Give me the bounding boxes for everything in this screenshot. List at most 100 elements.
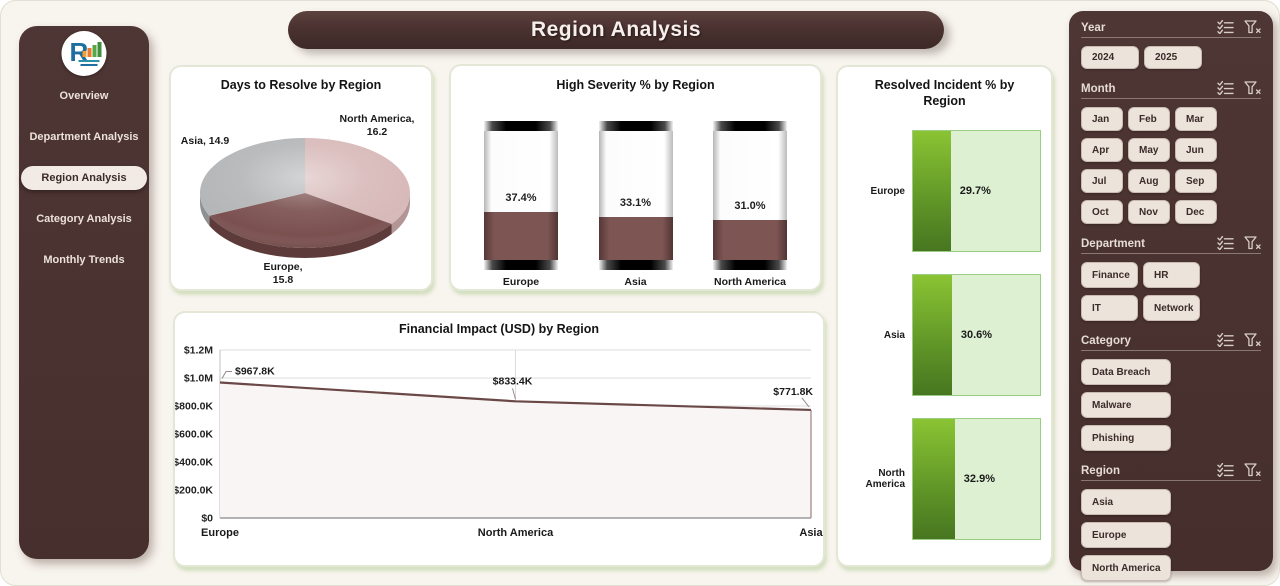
thermo-bar-asia[interactable]: 33.1% <box>598 121 673 270</box>
y-axis-tick-label: $1.0M <box>184 373 213 385</box>
thermo-body: 33.1% <box>598 131 673 260</box>
select-all-icon[interactable] <box>1217 20 1234 34</box>
title-bar: Region Analysis <box>288 11 944 49</box>
nav-item-overview[interactable]: Overview <box>59 90 109 102</box>
data-point-label: $833.4K <box>493 375 533 387</box>
slicer-title-region: Region <box>1081 465 1120 477</box>
slicer-option-department-it[interactable]: IT <box>1081 295 1138 321</box>
slicer-option-department-hr[interactable]: HR <box>1143 262 1200 288</box>
thermo-value-label: 37.4% <box>505 191 537 204</box>
slicer-option-department-finance[interactable]: Finance <box>1081 262 1138 288</box>
slicer-option-month-nov[interactable]: Nov <box>1128 200 1170 224</box>
pie-chart <box>200 138 410 258</box>
slicer-options-year: 2024 2025 <box>1081 46 1261 69</box>
slicer-option-month-apr[interactable]: Apr <box>1081 138 1123 162</box>
slicer-option-month-jul[interactable]: Jul <box>1081 169 1123 193</box>
clear-filter-icon[interactable] <box>1244 236 1261 250</box>
clear-filter-icon[interactable] <box>1244 20 1261 34</box>
thermo-value-label: 33.1% <box>619 197 652 210</box>
thermo-bar-north-america[interactable]: 31.0% <box>713 121 787 270</box>
resolved-category-label: Europe <box>870 185 905 197</box>
nav-menu: Overview Department Analysis Region Analys… <box>19 84 149 272</box>
nav-item-department-analysis[interactable]: Department Analysis <box>29 131 139 143</box>
thermo-fill <box>484 211 558 260</box>
pie-label-europe: Europe, 15.8 <box>263 261 303 286</box>
select-all-icon[interactable] <box>1217 236 1234 250</box>
clear-filter-icon[interactable] <box>1244 81 1261 95</box>
nav-item-region-analysis[interactable]: Region Analysis <box>21 166 147 190</box>
x-axis-tick-label: North America <box>478 527 554 539</box>
nav-item-category-analysis[interactable]: Category Analysis <box>36 213 132 225</box>
slicer-year: Year 2024 2025 <box>1081 20 1261 69</box>
clear-filter-icon[interactable] <box>1244 463 1261 477</box>
thermo-bar-europe[interactable]: 37.4% <box>484 121 558 270</box>
slicer-option-region-europe[interactable]: Europe <box>1081 522 1171 548</box>
nav-item-monthly-trends[interactable]: Monthly Trends <box>43 254 125 266</box>
slicer-header-department: Department <box>1081 236 1261 254</box>
slicer-option-month-oct[interactable]: Oct <box>1081 200 1123 224</box>
thermo-body: 37.4% <box>484 131 558 260</box>
resolved-row-europe: Europe 29.7% <box>838 130 1051 252</box>
thermo-fill <box>713 220 787 260</box>
slicer-title-department: Department <box>1081 238 1145 250</box>
left-sidebar: R Overview Department Analysis Region Anal… <box>19 26 149 559</box>
slicer-option-year-2024[interactable]: 2024 <box>1081 46 1139 69</box>
slicer-option-month-mar[interactable]: Mar <box>1175 107 1217 131</box>
resolved-value-label: 32.9% <box>963 473 995 485</box>
x-axis-tick-label: Asia <box>799 527 823 539</box>
slicer-option-category-data-breach[interactable]: Data Breach <box>1081 359 1171 385</box>
thermo-category-label: Asia <box>624 276 647 288</box>
slicer-option-month-dec[interactable]: Dec <box>1175 200 1217 224</box>
chart-title-line1: Resolved Incident % by <box>874 78 1015 92</box>
thermo-cap-top <box>484 121 558 131</box>
slicer-header-icons <box>1217 81 1261 95</box>
thermometer-chart: 37.4% Europe 33.1% Asia 31.0% North America <box>451 121 820 288</box>
resolved-category-label: Asia <box>883 329 905 341</box>
slicer-header-year: Year <box>1081 20 1261 38</box>
thermo-body: 31.0% <box>713 131 787 260</box>
resolved-bar-fill <box>913 419 955 539</box>
slicer-option-month-jan[interactable]: Jan <box>1081 107 1123 131</box>
slicer-option-month-feb[interactable]: Feb <box>1128 107 1170 131</box>
thermo-cap-bottom <box>598 260 673 270</box>
area-chart: $1.2M $1.0M $800.0K $600.0K $400.0K $200.0K $0… <box>175 345 823 540</box>
slicer-month: Month Jan Feb Mar Apr May Jun Jul Aug Sep Oct Nov De… <box>1081 81 1261 224</box>
slicer-option-category-malware[interactable]: Malware <box>1081 392 1171 418</box>
slicer-option-month-may[interactable]: May <box>1128 138 1170 162</box>
resolved-value-label: 29.7% <box>959 185 991 197</box>
clear-filter-icon[interactable] <box>1244 333 1261 347</box>
slicer-option-month-aug[interactable]: Aug <box>1128 169 1170 193</box>
resolved-bar-fill <box>913 131 951 251</box>
resolved-bar-europe[interactable]: 29.7% <box>912 130 1041 252</box>
pie-label-asia: Asia, 14.9 <box>180 135 230 147</box>
slicer-option-category-phishing[interactable]: Phishing <box>1081 425 1171 451</box>
chart-title-high-severity: High Severity % by Region <box>556 78 715 92</box>
y-axis-tick-label: $600.0K <box>175 429 213 441</box>
resolved-bar-north-america[interactable]: 32.9% <box>912 418 1041 540</box>
data-label-leader <box>221 371 232 379</box>
slicer-options-region: Asia Europe North America <box>1081 489 1261 581</box>
logo-icon: R <box>70 37 102 67</box>
slicer-title-year: Year <box>1081 22 1106 34</box>
select-all-icon[interactable] <box>1217 81 1234 95</box>
panel-high-severity: High Severity % by Region 37.4% Europe 33.… <box>449 64 822 291</box>
slicer-header-category: Category <box>1081 333 1261 351</box>
pie-gloss-overlay <box>200 138 410 248</box>
slicer-option-region-asia[interactable]: Asia <box>1081 489 1171 515</box>
pie-slice-side-europe <box>209 215 392 258</box>
slicer-option-month-jun[interactable]: Jun <box>1175 138 1217 162</box>
select-all-icon[interactable] <box>1217 463 1234 477</box>
thermo-cap-bottom <box>484 260 558 270</box>
select-all-icon[interactable] <box>1217 333 1234 347</box>
panel-resolved-incident: Resolved Incident % by Region Europe 29.7… <box>836 65 1053 567</box>
slicer-option-region-north-america[interactable]: North America <box>1081 555 1171 581</box>
slicer-option-year-2025[interactable]: 2025 <box>1144 46 1202 69</box>
resolved-row-asia: Asia 30.6% <box>838 274 1051 396</box>
slicer-option-month-sep[interactable]: Sep <box>1175 169 1217 193</box>
data-point-label: $771.8K <box>773 386 813 398</box>
resolved-bar-fill <box>913 275 952 395</box>
resolved-bar-asia[interactable]: 30.6% <box>912 274 1041 396</box>
resolved-row-north-america: North America 32.9% <box>838 418 1051 540</box>
slicer-option-department-network[interactable]: Network <box>1143 295 1200 321</box>
